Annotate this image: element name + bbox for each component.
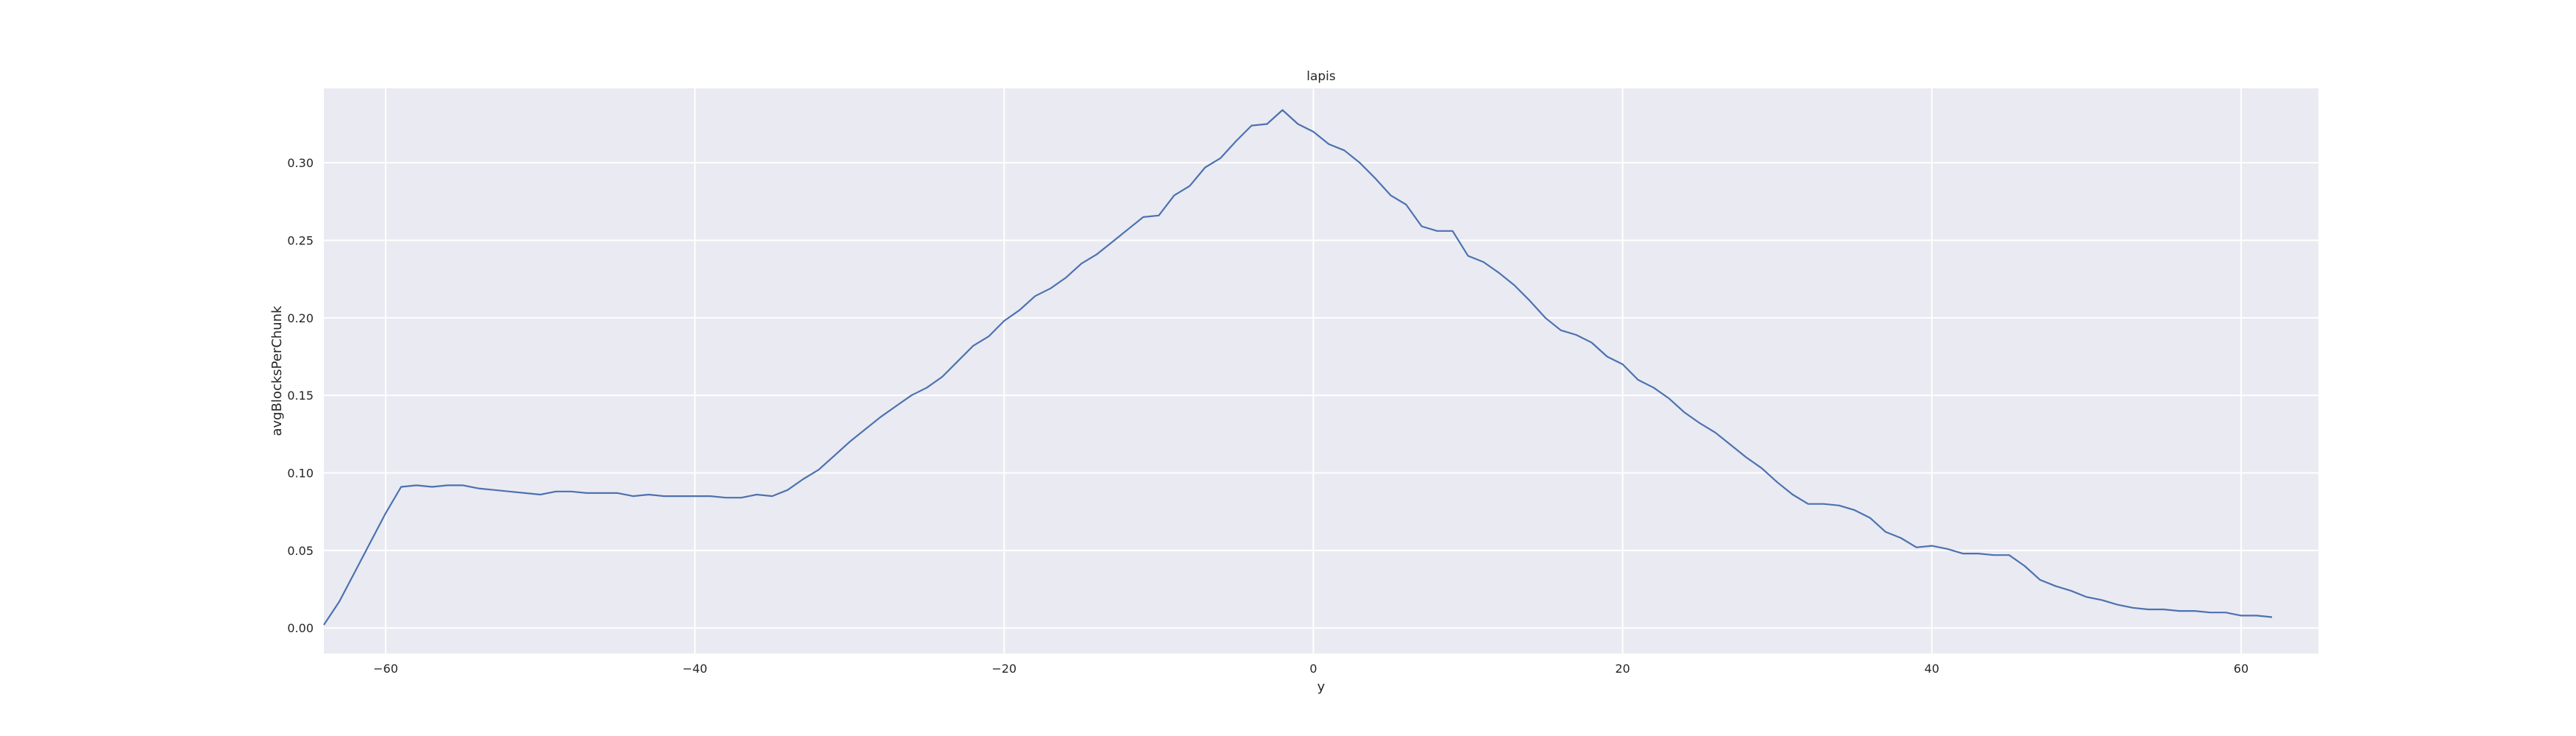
y-tick-label: 0.05 bbox=[287, 544, 314, 558]
x-tick-label: 40 bbox=[1925, 662, 1939, 676]
x-tick-label: 0 bbox=[1309, 662, 1317, 676]
x-tick-label: 60 bbox=[2234, 662, 2248, 676]
x-tick-label: −20 bbox=[991, 662, 1016, 676]
x-tick-labels: −60 −40 −20 0 20 40 60 bbox=[373, 662, 2248, 676]
y-tick-label: 0.30 bbox=[287, 156, 314, 170]
y-tick-label: 0.10 bbox=[287, 467, 314, 481]
plot-area bbox=[324, 88, 2318, 654]
y-tick-label: 0.20 bbox=[287, 311, 314, 325]
series-layer bbox=[323, 109, 2273, 626]
y-tick-label: 0.15 bbox=[287, 389, 314, 403]
y-axis-label: avgBlocksPerChunk bbox=[269, 305, 285, 436]
x-gridlines bbox=[385, 88, 2242, 654]
chart-title: lapis bbox=[1306, 69, 1336, 84]
y-tick-labels: 0.00 0.05 0.10 0.15 0.20 0.25 0.30 bbox=[287, 156, 314, 635]
series-line bbox=[323, 109, 2273, 626]
x-tick-label: −40 bbox=[682, 662, 707, 676]
x-axis-label: y bbox=[1317, 679, 1326, 695]
x-tick-label: 20 bbox=[1615, 662, 1630, 676]
x-tick-label: −60 bbox=[373, 662, 398, 676]
y-tick-label: 0.25 bbox=[287, 233, 314, 247]
y-gridlines bbox=[324, 162, 2318, 629]
y-tick-label: 0.00 bbox=[287, 621, 314, 635]
